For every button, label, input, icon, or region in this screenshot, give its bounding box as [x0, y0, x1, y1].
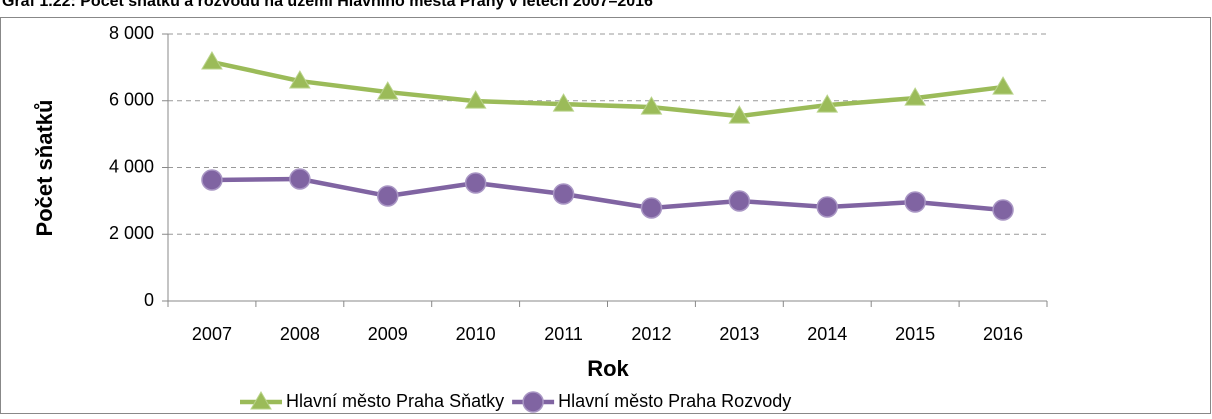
point-marker	[552, 93, 575, 112]
x-tick-label: 2007	[192, 324, 232, 344]
x-tick-label: 2009	[368, 324, 408, 344]
point-marker	[289, 168, 311, 190]
point-marker	[816, 196, 838, 218]
x-tick-label: 2010	[456, 324, 496, 344]
point-marker	[640, 96, 663, 115]
y-tick-label: 6 000	[109, 90, 154, 110]
x-tick-label: 2008	[280, 324, 320, 344]
x-tick-label: 2013	[719, 324, 759, 344]
point-marker	[464, 172, 487, 194]
x-tick-label: 2016	[983, 324, 1023, 344]
chart-title: Graf 1.22: Počet sňatků a rozvodů na úze…	[2, 0, 653, 10]
point-marker	[640, 197, 663, 219]
y-tick-label: 0	[144, 290, 154, 310]
point-marker	[201, 169, 223, 191]
y-tick-label: 4 000	[109, 156, 154, 176]
legend-marker	[522, 391, 544, 413]
point-marker	[288, 70, 311, 89]
point-marker	[904, 191, 926, 213]
point-marker	[552, 183, 575, 205]
legend-label: Hlavní město Praha Rozvody	[558, 391, 791, 411]
point-marker	[904, 87, 927, 106]
y-tick-label: 8 000	[109, 23, 154, 43]
y-tick-label: 2 000	[109, 223, 154, 243]
point-marker	[201, 51, 223, 70]
legend-label: Hlavní město Praha Sňatky	[286, 391, 504, 411]
point-marker	[464, 90, 487, 109]
x-tick-label: 2011	[544, 324, 583, 344]
y-axis-label: Počet sňatků	[32, 100, 57, 237]
legend-marker	[250, 391, 272, 410]
x-axis-label: Rok	[587, 356, 629, 381]
point-marker	[816, 94, 839, 113]
series-line	[211, 176, 1004, 213]
chart-border	[0, 17, 1211, 414]
series-line	[211, 59, 1004, 119]
x-tick-label: 2012	[631, 324, 671, 344]
point-marker	[377, 185, 399, 207]
point-marker	[992, 76, 1014, 95]
point-marker	[728, 105, 751, 124]
point-marker	[376, 81, 399, 100]
point-marker	[728, 190, 751, 212]
point-marker	[992, 199, 1014, 221]
x-tick-label: 2015	[895, 324, 935, 344]
x-tick-label: 2014	[807, 324, 847, 344]
